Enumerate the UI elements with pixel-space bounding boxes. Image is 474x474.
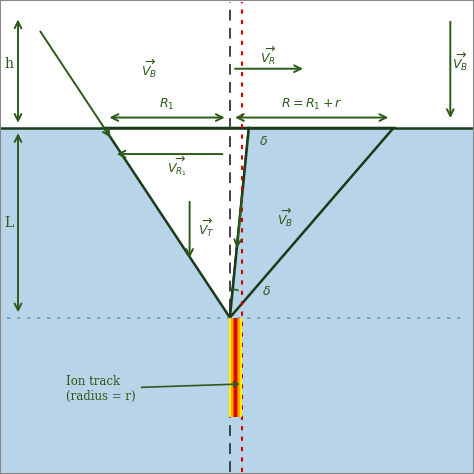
Polygon shape: [104, 128, 249, 318]
Text: $\overrightarrow{V_R}$: $\overrightarrow{V_R}$: [260, 45, 276, 67]
Text: $\overrightarrow{V_B}$: $\overrightarrow{V_B}$: [141, 58, 157, 80]
Text: $\overrightarrow{V_T}$: $\overrightarrow{V_T}$: [198, 217, 214, 238]
Text: h: h: [4, 57, 13, 71]
Text: L: L: [4, 216, 13, 230]
Bar: [229, 318, 242, 417]
Text: $\delta$: $\delta$: [258, 135, 268, 148]
Text: $R = R_1 + r$: $R = R_1 + r$: [281, 97, 343, 112]
Text: $\overrightarrow{V_B}$: $\overrightarrow{V_B}$: [452, 51, 468, 73]
Text: $\overrightarrow{V_B}$: $\overrightarrow{V_B}$: [277, 207, 293, 229]
Bar: [234, 318, 237, 417]
Bar: [233, 318, 238, 417]
Text: $\delta$: $\delta$: [262, 285, 272, 298]
Text: $R_1$: $R_1$: [159, 97, 175, 112]
Polygon shape: [230, 128, 393, 318]
Text: $\overrightarrow{V_{R_1}}$: $\overrightarrow{V_{R_1}}$: [166, 154, 187, 178]
Text: Ion track
(radius = r): Ion track (radius = r): [66, 374, 238, 403]
Polygon shape: [0, 0, 474, 128]
Bar: [231, 318, 240, 417]
